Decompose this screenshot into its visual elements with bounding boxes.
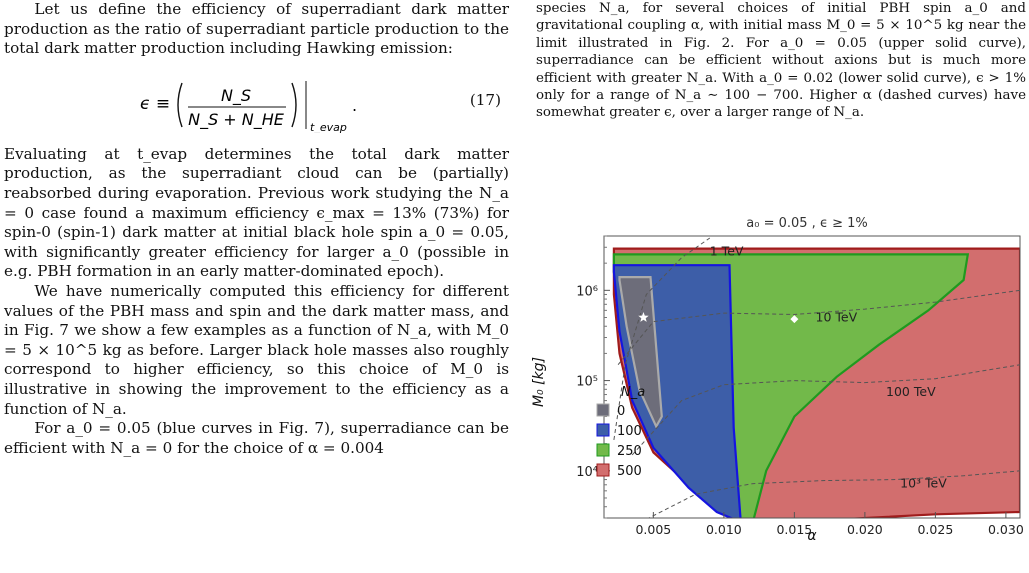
plot-area: 1 TeV 10 TeV 100 TeV 10³ TeV — [612, 237, 1020, 518]
left-column: Let us define the efficiency of superrad… — [4, 0, 509, 458]
region-na-0 — [618, 275, 663, 429]
legend: N_a 0 100 250 500 — [596, 385, 645, 479]
dashed-curve-label-0: 1 TeV — [710, 243, 744, 258]
x-tick-label: 0.020 — [847, 522, 883, 537]
legend-label-250: 250 — [617, 444, 642, 459]
y-tick-label: 10⁵ — [576, 375, 598, 390]
x-tick-label: 0.030 — [988, 522, 1024, 537]
legend-label-100: 100 — [617, 424, 642, 439]
equation-numerator: N_S — [221, 86, 251, 106]
equation-period: . — [352, 96, 357, 115]
legend-label-0: 0 — [617, 404, 625, 419]
equation-lhs: ϵ ≡ — [140, 94, 170, 114]
equation-17: ϵ ≡ N_S N_S + N_HE t_evap . (17) — [4, 71, 509, 135]
y-tick-label: 10⁴ — [576, 465, 598, 480]
paragraph-efficiency-definition: Let us define the efficiency of superrad… — [4, 0, 509, 58]
legend-swatch-0 — [596, 403, 610, 417]
legend-swatch-100 — [596, 423, 610, 437]
axes: 0.005 0.010 0.015 0.020 0.025 0.030 10⁴ 10⁵ 10⁶ — [576, 235, 1024, 537]
chart-title: a₀ = 0.05 , ϵ ≥ 1% — [746, 216, 867, 231]
plot-frame — [603, 235, 1021, 519]
equation-number: (17) — [469, 90, 501, 109]
legend-swatch-500 — [596, 463, 610, 477]
equation-subscript: t_evap — [310, 121, 347, 133]
x-tick-label: 0.005 — [635, 522, 671, 537]
dashed-curve-1 — [617, 289, 1020, 366]
x-tick-label: 0.025 — [917, 522, 953, 537]
right-column: species N_a, for several choices of init… — [536, 0, 1026, 122]
paragraph-a0-case: For a_0 = 0.05 (blue curves in Fig. 7), … — [4, 419, 509, 457]
legend-label-500: 500 — [617, 464, 642, 479]
y-tick-label: 10⁶ — [576, 284, 598, 299]
dashed-curve-2 — [631, 364, 1020, 456]
y-axis-label: M₀ [kg] — [531, 357, 547, 407]
figure-caption-continued: species N_a, for several choices of init… — [536, 1, 1026, 121]
star-marker — [638, 312, 649, 322]
paragraph-numerical: We have numerically computed this effici… — [4, 281, 509, 418]
legend-title: N_a — [621, 385, 645, 400]
dashed-curve-label-2: 100 TeV — [886, 384, 936, 399]
paragraph-evaluation: Evaluating at t_evap determines the tota… — [4, 144, 509, 281]
dashed-curve-0 — [613, 237, 711, 440]
x-tick-label: 0.015 — [776, 522, 812, 537]
left-paren — [177, 82, 183, 128]
equation-denominator: N_S + N_HE — [188, 110, 285, 130]
right-paren — [291, 82, 297, 128]
equation-graphic: ϵ ≡ N_S N_S + N_HE t_evap . — [140, 80, 357, 133]
figure-chart: a₀ = 0.05 , ϵ ≥ 1% 1 TeV 10 TeV 100 TeV 10³… — [531, 216, 1024, 544]
legend-swatch-250 — [596, 443, 610, 457]
dashed-curve-3 — [647, 470, 1020, 518]
dashed-curve-label-3: 10³ TeV — [900, 476, 947, 491]
dashed-curve-label-1: 10 TeV — [816, 309, 858, 324]
x-axis-label: α — [807, 528, 817, 544]
diamond-marker — [790, 315, 799, 324]
x-tick-label: 0.010 — [706, 522, 742, 537]
